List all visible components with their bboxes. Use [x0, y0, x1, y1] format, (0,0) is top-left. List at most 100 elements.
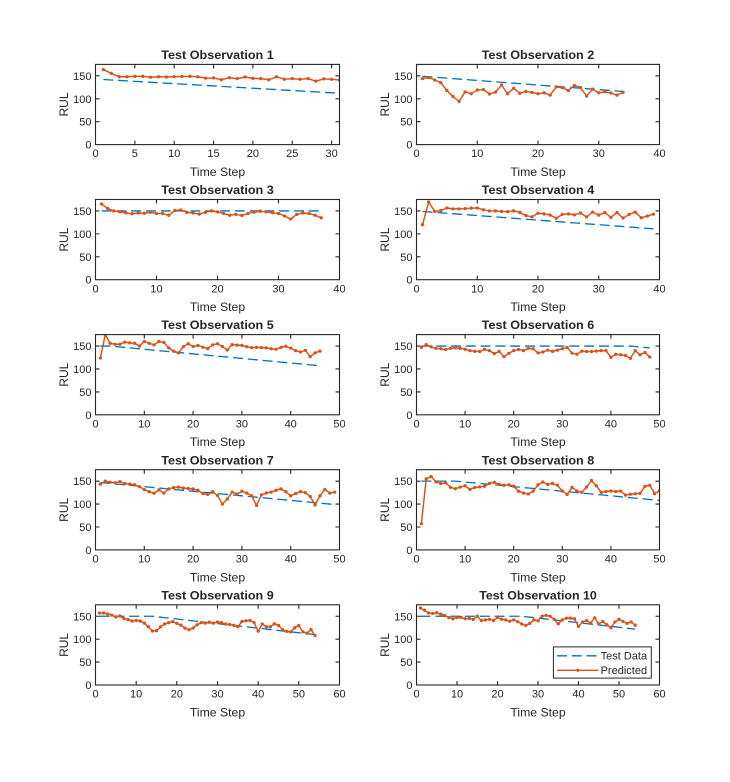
svg-text:Time Step: Time Step — [510, 165, 566, 179]
svg-text:RUL: RUL — [378, 227, 392, 251]
svg-text:30: 30 — [211, 689, 223, 701]
svg-text:RUL: RUL — [57, 227, 71, 251]
svg-text:0: 0 — [92, 689, 98, 701]
svg-text:Test Observation 1: Test Observation 1 — [161, 48, 274, 62]
svg-text:20: 20 — [532, 283, 544, 295]
svg-text:20: 20 — [187, 554, 199, 566]
svg-text:50: 50 — [79, 117, 91, 129]
svg-text:0: 0 — [413, 689, 419, 701]
svg-text:Time Step: Time Step — [510, 570, 566, 584]
svg-text:Time Step: Time Step — [510, 300, 566, 314]
svg-text:30: 30 — [236, 418, 248, 430]
svg-text:20: 20 — [247, 148, 259, 160]
svg-text:10: 10 — [451, 689, 463, 701]
svg-text:10: 10 — [138, 418, 150, 430]
svg-text:10: 10 — [130, 689, 142, 701]
svg-text:10: 10 — [168, 148, 180, 160]
svg-text:Test Observation 2: Test Observation 2 — [482, 48, 595, 62]
svg-text:Test Observation 3: Test Observation 3 — [161, 183, 274, 197]
svg-text:60: 60 — [653, 689, 665, 701]
svg-text:150: 150 — [394, 476, 412, 488]
svg-text:0: 0 — [92, 554, 98, 566]
svg-text:0: 0 — [85, 680, 91, 692]
svg-text:150: 150 — [73, 206, 91, 218]
svg-text:Predicted: Predicted — [601, 665, 647, 677]
svg-text:100: 100 — [394, 364, 412, 376]
svg-text:150: 150 — [394, 341, 412, 353]
svg-text:Test Observation 4: Test Observation 4 — [482, 183, 595, 197]
svg-text:60: 60 — [333, 689, 345, 701]
svg-text:50: 50 — [400, 252, 412, 264]
svg-text:RUL: RUL — [57, 92, 71, 116]
svg-text:100: 100 — [394, 499, 412, 511]
svg-text:Time Step: Time Step — [510, 435, 566, 449]
svg-text:150: 150 — [73, 341, 91, 353]
svg-text:30: 30 — [556, 418, 568, 430]
svg-text:50: 50 — [613, 689, 625, 701]
svg-text:RUL: RUL — [57, 362, 71, 386]
svg-text:0: 0 — [85, 410, 91, 422]
svg-text:40: 40 — [572, 689, 584, 701]
svg-text:Test Observation 10: Test Observation 10 — [479, 588, 597, 602]
svg-text:100: 100 — [73, 94, 91, 106]
svg-text:40: 40 — [605, 554, 617, 566]
svg-text:0: 0 — [85, 275, 91, 287]
svg-text:20: 20 — [491, 689, 503, 701]
svg-text:0: 0 — [413, 148, 419, 160]
svg-text:40: 40 — [285, 418, 297, 430]
svg-text:10: 10 — [471, 283, 483, 295]
svg-text:50: 50 — [400, 117, 412, 129]
svg-text:Time Step: Time Step — [190, 300, 246, 314]
svg-text:50: 50 — [400, 657, 412, 669]
svg-text:0: 0 — [413, 283, 419, 295]
svg-text:Time Step: Time Step — [510, 705, 566, 719]
svg-text:Test Observation 8: Test Observation 8 — [482, 453, 595, 467]
svg-text:20: 20 — [508, 418, 520, 430]
svg-text:150: 150 — [73, 611, 91, 623]
svg-text:50: 50 — [79, 657, 91, 669]
svg-text:40: 40 — [285, 554, 297, 566]
svg-text:20: 20 — [508, 554, 520, 566]
svg-text:15: 15 — [207, 148, 219, 160]
svg-text:Test Observation 9: Test Observation 9 — [161, 588, 274, 602]
svg-text:Time Step: Time Step — [190, 165, 246, 179]
svg-text:RUL: RUL — [378, 497, 392, 521]
svg-text:0: 0 — [406, 545, 412, 557]
svg-text:20: 20 — [171, 689, 183, 701]
svg-text:5: 5 — [132, 148, 138, 160]
svg-text:100: 100 — [394, 94, 412, 106]
svg-text:100: 100 — [394, 634, 412, 646]
svg-text:0: 0 — [406, 680, 412, 692]
svg-text:150: 150 — [73, 476, 91, 488]
svg-text:150: 150 — [394, 71, 412, 83]
svg-text:100: 100 — [394, 229, 412, 241]
svg-text:Test Observation 5: Test Observation 5 — [161, 318, 274, 332]
svg-text:100: 100 — [73, 634, 91, 646]
svg-text:30: 30 — [326, 148, 338, 160]
svg-text:10: 10 — [459, 554, 471, 566]
svg-text:150: 150 — [394, 611, 412, 623]
svg-text:50: 50 — [79, 522, 91, 534]
svg-text:Time Step: Time Step — [190, 435, 246, 449]
svg-text:Time Step: Time Step — [190, 705, 246, 719]
svg-text:40: 40 — [653, 283, 665, 295]
svg-text:10: 10 — [459, 418, 471, 430]
svg-text:20: 20 — [187, 418, 199, 430]
svg-text:150: 150 — [394, 206, 412, 218]
svg-text:50: 50 — [79, 387, 91, 399]
svg-text:20: 20 — [532, 148, 544, 160]
svg-text:100: 100 — [73, 364, 91, 376]
svg-text:RUL: RUL — [378, 92, 392, 116]
svg-text:0: 0 — [92, 283, 98, 295]
svg-text:40: 40 — [333, 283, 345, 295]
svg-text:30: 30 — [593, 283, 605, 295]
svg-text:0: 0 — [85, 140, 91, 152]
svg-text:20: 20 — [211, 283, 223, 295]
svg-text:30: 30 — [532, 689, 544, 701]
svg-text:0: 0 — [92, 148, 98, 160]
svg-text:10: 10 — [471, 148, 483, 160]
svg-text:150: 150 — [73, 71, 91, 83]
svg-text:40: 40 — [252, 689, 264, 701]
svg-text:30: 30 — [593, 148, 605, 160]
svg-text:50: 50 — [293, 689, 305, 701]
